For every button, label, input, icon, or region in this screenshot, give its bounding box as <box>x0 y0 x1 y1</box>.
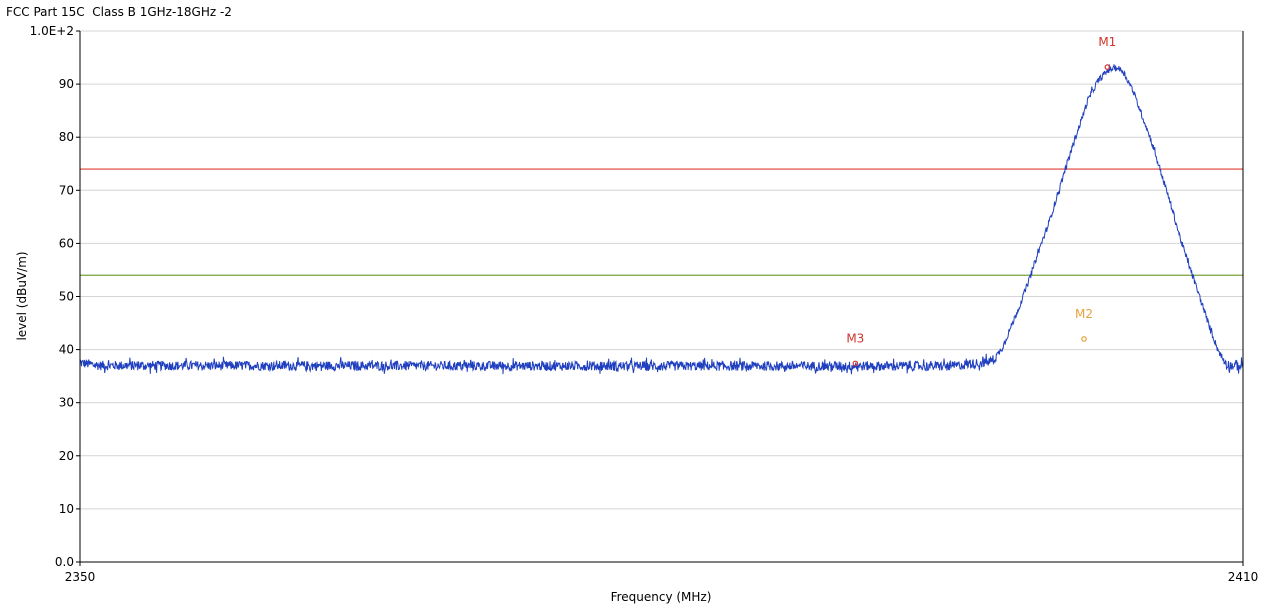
markers: M1 M2 M3 <box>846 35 1116 367</box>
trace-group <box>79 64 1244 375</box>
y-tick-label: 30 <box>59 396 74 410</box>
marker-point <box>1104 64 1111 70</box>
x-tick-labels: 2350 2410 <box>65 570 1259 584</box>
y-tick-label: 90 <box>59 77 74 91</box>
y-tick-label: 10 <box>59 502 74 516</box>
marker-point <box>852 360 859 367</box>
y-tick-label: 0.0 <box>55 555 74 569</box>
trace-line <box>79 64 1244 375</box>
chart-title: FCC Part 15C Class B 1GHz-18GHz -2 <box>6 5 232 19</box>
y-tick-label: 50 <box>59 290 74 304</box>
marker-label: M2 <box>1075 307 1093 321</box>
x-tick-label: 2350 <box>65 570 96 584</box>
grid-lines <box>80 30 1243 510</box>
marker-label: M3 <box>846 331 864 345</box>
marker-point <box>1081 336 1087 342</box>
y-tick-label: 60 <box>59 236 74 250</box>
y-tick-label: 1.0E+2 <box>30 24 74 38</box>
y-tick-label: 40 <box>59 343 74 357</box>
x-tick-label: 2410 <box>1228 570 1259 584</box>
y-tick-label: 80 <box>59 130 74 144</box>
x-axis-label: Frequency (MHz) <box>611 590 712 604</box>
limit-lines <box>80 168 1243 276</box>
y-tick-labels: 0.0 10 20 30 40 50 60 70 80 90 1.0E+2 <box>30 24 74 569</box>
y-tick-label: 20 <box>59 449 74 463</box>
marker-label: M1 <box>1098 35 1116 49</box>
y-tick-label: 70 <box>59 183 74 197</box>
axes <box>76 30 1244 566</box>
y-axis-label: level (dBuV/m) <box>15 251 29 340</box>
